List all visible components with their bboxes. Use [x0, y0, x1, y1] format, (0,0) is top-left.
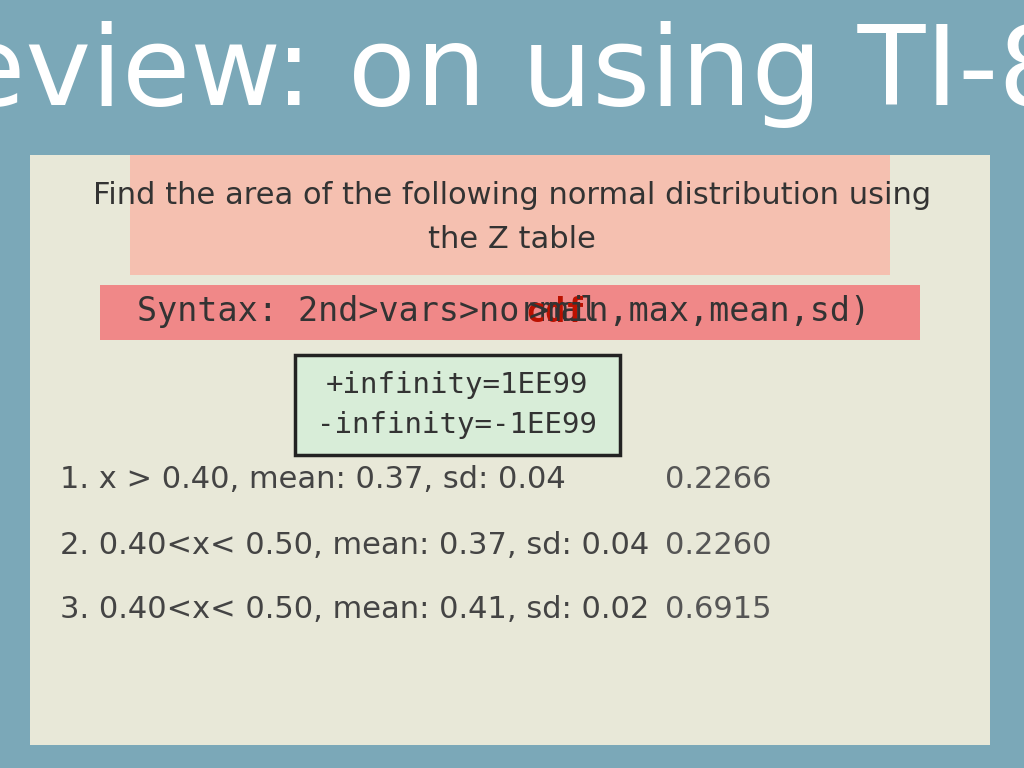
Text: >min,max,mean,sd): >min,max,mean,sd)	[528, 296, 870, 329]
Text: 0.2260: 0.2260	[665, 531, 771, 560]
Text: Find the area of the following normal distribution using: Find the area of the following normal di…	[93, 180, 931, 210]
Bar	[100, 285, 920, 340]
Text: 3. 0.40<x< 0.50, mean: 0.41, sd: 0.02: 3. 0.40<x< 0.50, mean: 0.41, sd: 0.02	[60, 595, 649, 624]
Bar	[130, 155, 890, 275]
Bar	[30, 155, 990, 745]
Bar	[295, 355, 620, 455]
Text: 0.6915: 0.6915	[665, 595, 771, 624]
Text: +infinity=1EE99: +infinity=1EE99	[326, 371, 588, 399]
Text: 2. 0.40<x< 0.50, mean: 0.37, sd: 0.04: 2. 0.40<x< 0.50, mean: 0.37, sd: 0.04	[60, 531, 649, 560]
Text: 0.2266: 0.2266	[665, 465, 771, 495]
Text: -infinity=-1EE99: -infinity=-1EE99	[317, 411, 597, 439]
Text: Review: on using TI-84: Review: on using TI-84	[0, 22, 1024, 128]
Text: the Z table: the Z table	[428, 226, 596, 254]
Text: 1. x > 0.40, mean: 0.37, sd: 0.04: 1. x > 0.40, mean: 0.37, sd: 0.04	[60, 465, 565, 495]
Text: Syntax: 2nd>vars>normal: Syntax: 2nd>vars>normal	[136, 296, 599, 329]
Text: cdf: cdf	[525, 296, 586, 329]
